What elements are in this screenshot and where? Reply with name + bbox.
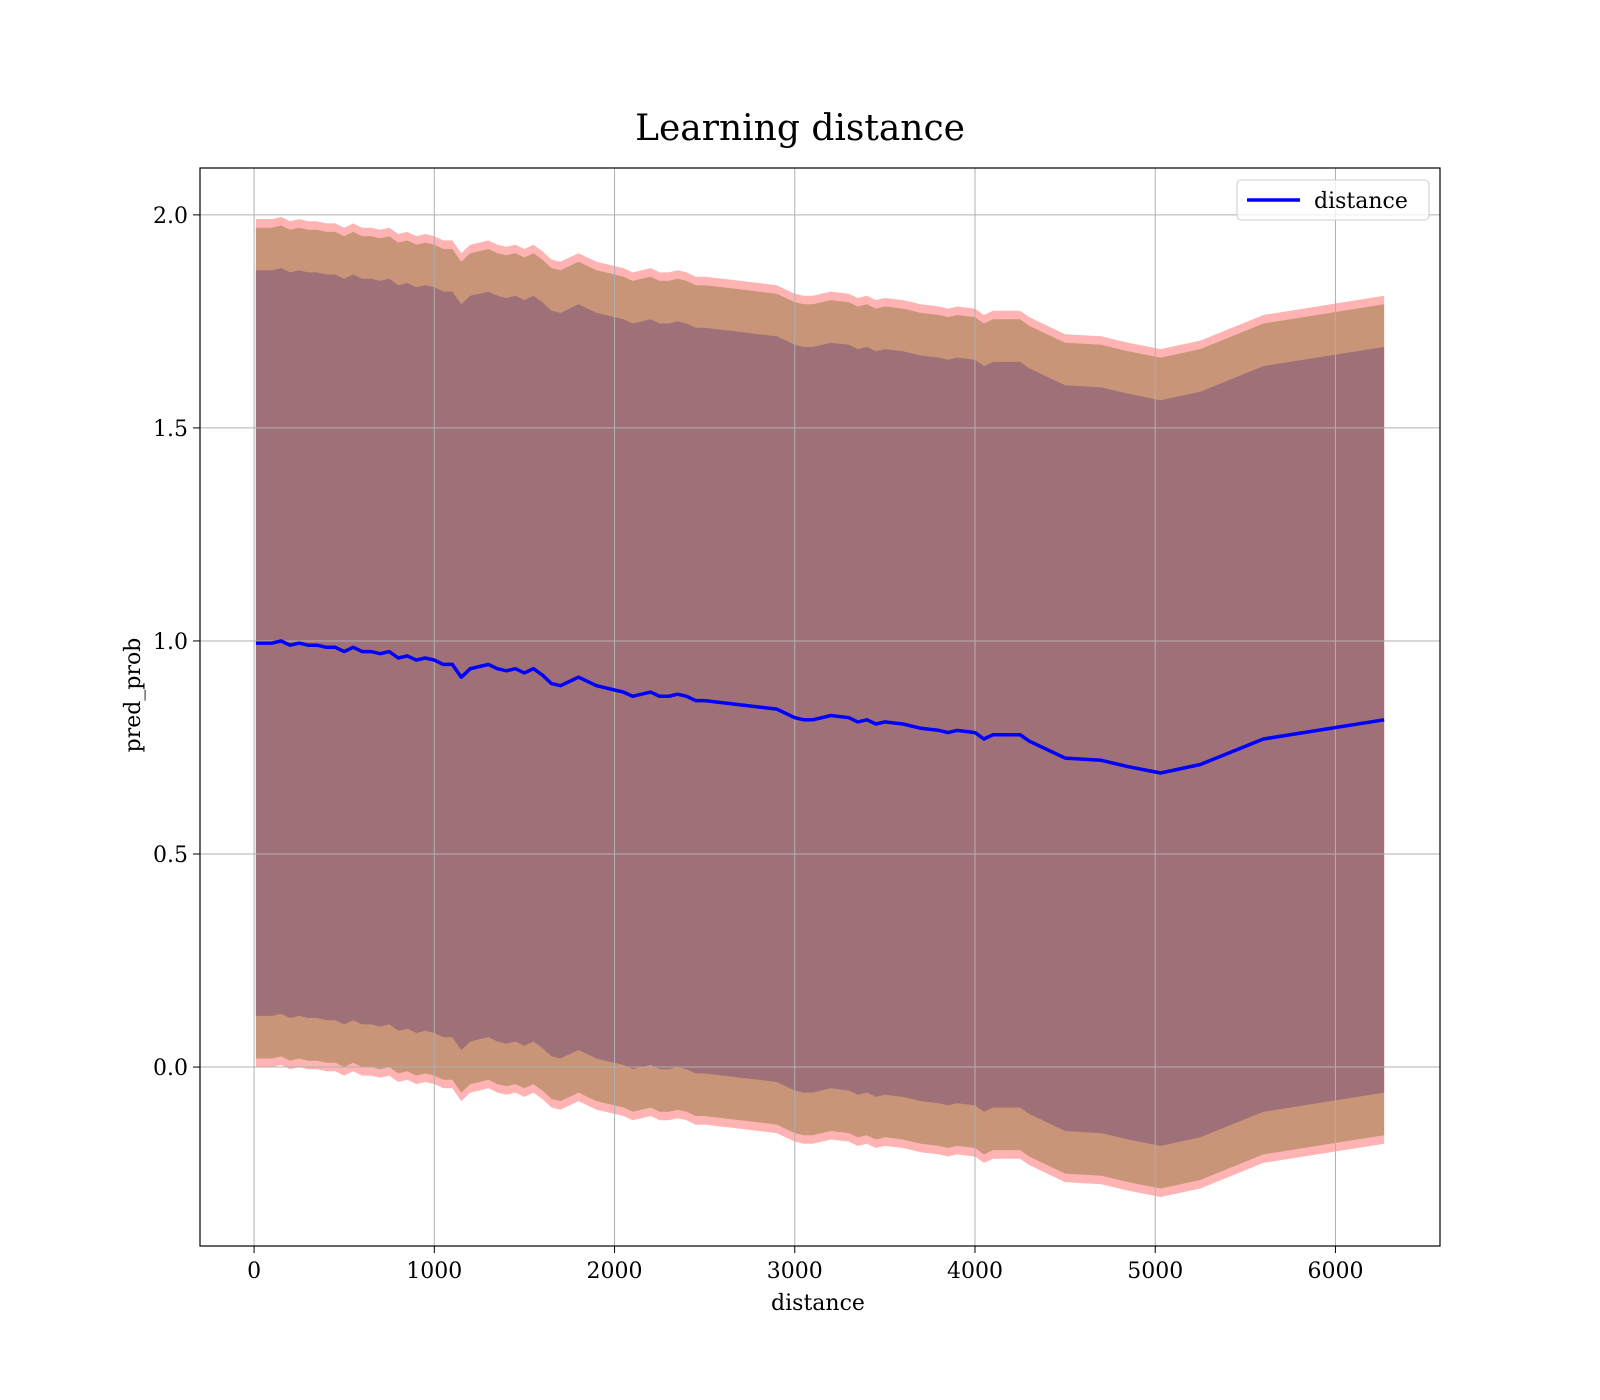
y-tick-label: 0.0 [153, 1056, 188, 1081]
y-tick-label: 2.0 [153, 204, 188, 229]
x-tick-label: 6000 [1307, 1259, 1363, 1284]
y-tick-label: 1.5 [153, 417, 188, 442]
x-tick-label: 3000 [767, 1259, 823, 1284]
y-axis-label: pred_prob [121, 638, 146, 753]
y-tick-label: 1.0 [153, 630, 188, 655]
grid-lines [200, 168, 1440, 1246]
legend-label-distance: distance [1314, 189, 1408, 214]
axes-frame [199, 167, 1441, 1247]
chart-title: Learning distance [635, 108, 965, 149]
legend: distance [1236, 179, 1430, 221]
plot-area: 0 1000 2000 3000 4000 5000 6000 0.0 0.5 1.0 1.5 2.0… [153, 167, 1441, 1284]
x-tick-label: 0 [247, 1259, 261, 1284]
x-axis-label: distance [771, 1291, 865, 1316]
x-tick-label: 2000 [587, 1259, 643, 1284]
legend-box [1236, 179, 1430, 221]
x-tick-label: 5000 [1127, 1259, 1183, 1284]
y-tick-label: 0.5 [153, 843, 188, 868]
x-tick-label: 1000 [406, 1259, 462, 1284]
series-line-distance [255, 639, 1385, 775]
x-tick-label: 4000 [947, 1259, 1003, 1284]
band-inner [255, 268, 1385, 1146]
